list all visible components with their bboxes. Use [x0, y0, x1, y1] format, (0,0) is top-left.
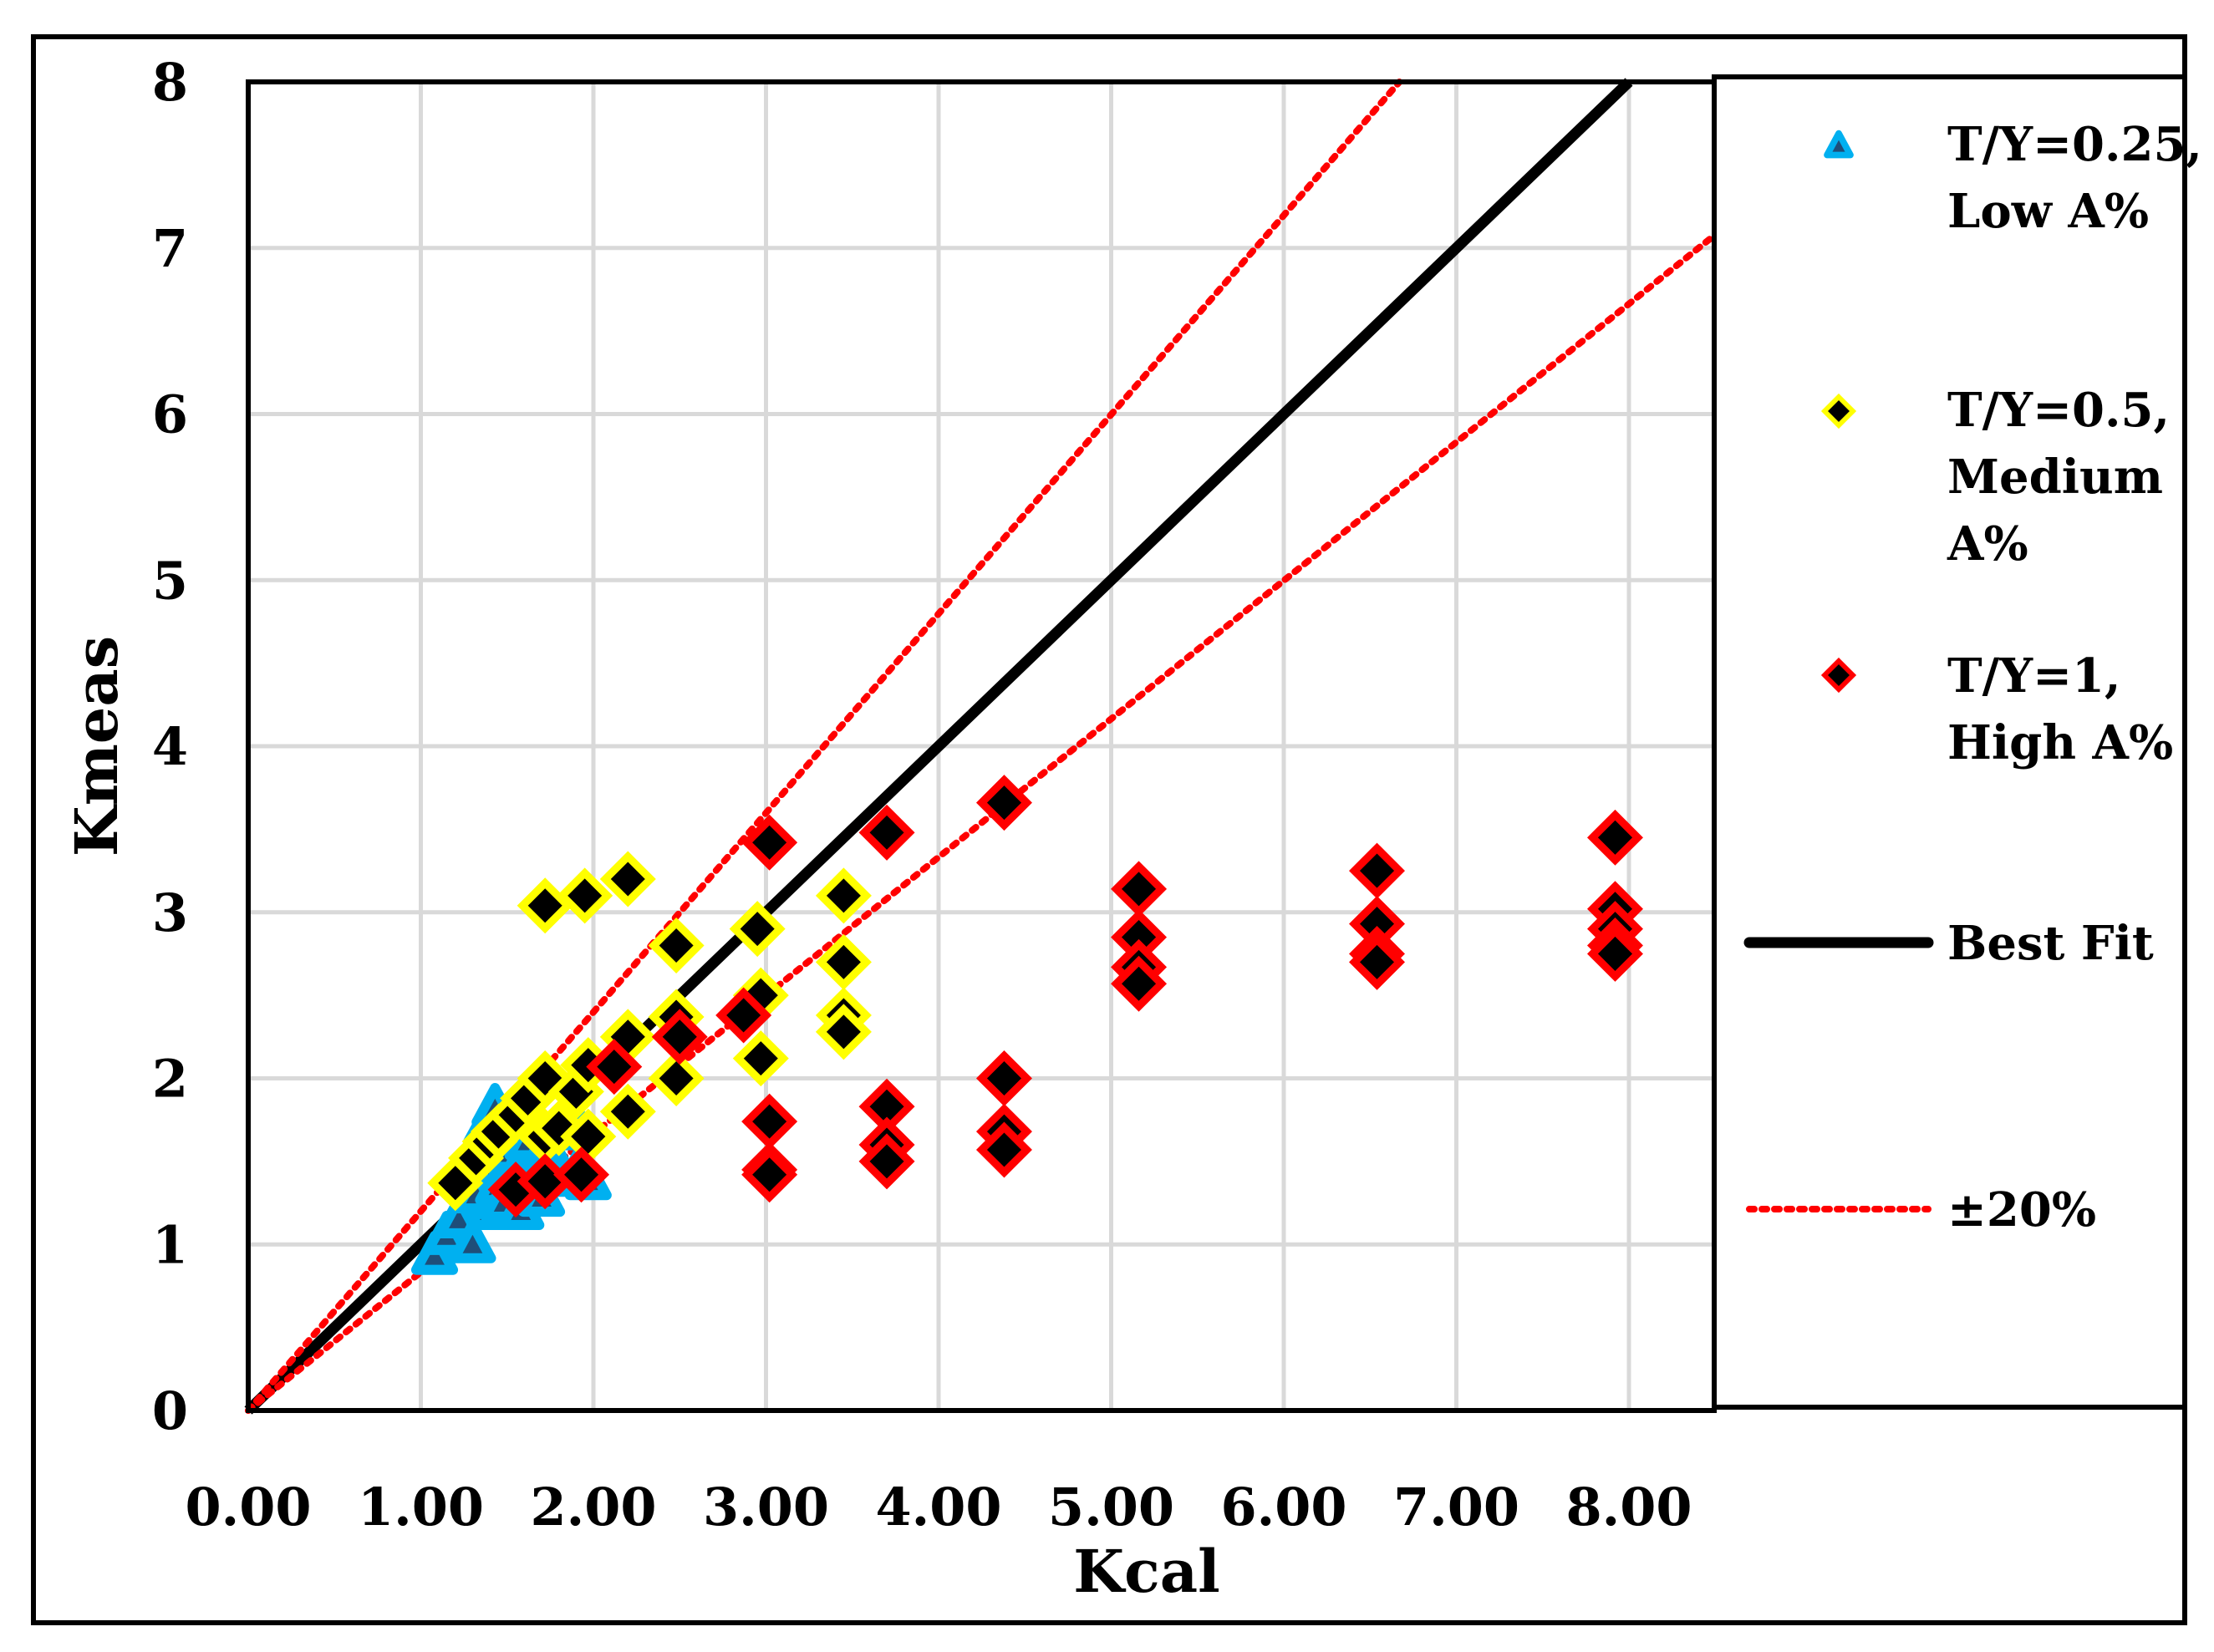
- data-point: [858, 804, 915, 861]
- y-tick-label: 1: [152, 1214, 188, 1275]
- data-point: [1111, 955, 1168, 1012]
- data-point: [1586, 809, 1643, 866]
- y-tick-label: 8: [152, 52, 188, 113]
- legend-marker: [1820, 657, 1857, 694]
- data-point: [586, 1039, 643, 1095]
- data-point: [599, 851, 656, 907]
- data-point: [975, 1121, 1032, 1178]
- legend-entry: T/Y=0.25, Low A%: [1824, 117, 2202, 239]
- series-1: [427, 851, 872, 1212]
- y-tick-label: 5: [152, 550, 188, 611]
- legend-entry: Best Fit: [1743, 916, 2154, 971]
- y-tick-label: 6: [152, 384, 188, 445]
- data-point: [648, 917, 705, 973]
- legend-entry: ±20%: [1746, 1182, 2096, 1238]
- data-point: [1586, 925, 1643, 982]
- legend-label: T/Y=0.5,: [1947, 383, 2170, 438]
- legend-entry: T/Y=0.5, Medium A%: [1820, 383, 2170, 572]
- x-tick-label: 4.00: [875, 1477, 1001, 1538]
- y-axis-label: Kmeas: [62, 636, 131, 856]
- y-tick-label: 2: [152, 1049, 188, 1110]
- legend-label: High A%: [1947, 715, 2173, 770]
- data-point: [557, 867, 613, 924]
- x-tick-label: 8.00: [1565, 1477, 1692, 1538]
- legend-label: A%: [1947, 516, 2028, 572]
- legend-label: T/Y=0.25,: [1947, 117, 2202, 172]
- x-tick-label: 3.00: [703, 1477, 829, 1538]
- y-tick-label: 7: [152, 218, 188, 279]
- legend-box: [1712, 74, 2187, 1410]
- legend-label: Low A%: [1947, 184, 2149, 239]
- legend-label: Medium: [1947, 450, 2163, 505]
- data-point: [599, 1083, 656, 1140]
- x-tick-label: 2.00: [530, 1477, 656, 1538]
- data-point: [975, 1050, 1032, 1106]
- axis-ticks: 0.00 1.00 2.00 3.00 4.00 5.00 6.00 7.00 8.00 0 1 2 3…: [152, 52, 1692, 1538]
- data-point: [553, 1146, 610, 1203]
- data-point: [651, 1009, 708, 1065]
- data-point: [741, 814, 798, 871]
- data-point: [732, 1030, 789, 1087]
- legend-label: T/Y=1,: [1947, 648, 2120, 704]
- data-point: [815, 867, 872, 924]
- data-point: [449, 1219, 496, 1263]
- legend-entry: T/Y=1, High A%: [1820, 648, 2173, 770]
- y-tick-label: 3: [152, 882, 188, 943]
- legend-label: ±20%: [1947, 1182, 2096, 1238]
- series-2: [487, 775, 1643, 1218]
- data-point: [1349, 933, 1406, 990]
- data-point: [815, 1004, 872, 1060]
- legend-marker: [1820, 393, 1857, 430]
- data-point: [858, 1133, 915, 1190]
- x-tick-label: 0.00: [185, 1477, 311, 1538]
- data-point: [815, 933, 872, 990]
- legend-label: Best Fit: [1947, 916, 2154, 971]
- y-tick-label: 0: [152, 1380, 188, 1441]
- data-point: [975, 775, 1032, 831]
- x-tick-label: 6.00: [1220, 1477, 1346, 1538]
- data-point: [715, 987, 772, 1044]
- legend: T/Y=0.25, Low A% T/Y=0.5, Medium A% T/Y=1, Hig…: [1743, 117, 2202, 1238]
- data-points: [410, 775, 1643, 1275]
- data-point: [741, 1146, 798, 1203]
- data-point: [1349, 842, 1406, 899]
- x-tick-label: 1.00: [358, 1477, 484, 1538]
- data-point: [648, 1050, 705, 1106]
- x-tick-label: 7.00: [1393, 1477, 1519, 1538]
- y-tick-label: 4: [152, 716, 188, 777]
- legend-marker: [1824, 130, 1854, 159]
- data-point: [729, 901, 786, 958]
- x-axis-label: Kcal: [1073, 1537, 1219, 1606]
- x-tick-label: 5.00: [1048, 1477, 1174, 1538]
